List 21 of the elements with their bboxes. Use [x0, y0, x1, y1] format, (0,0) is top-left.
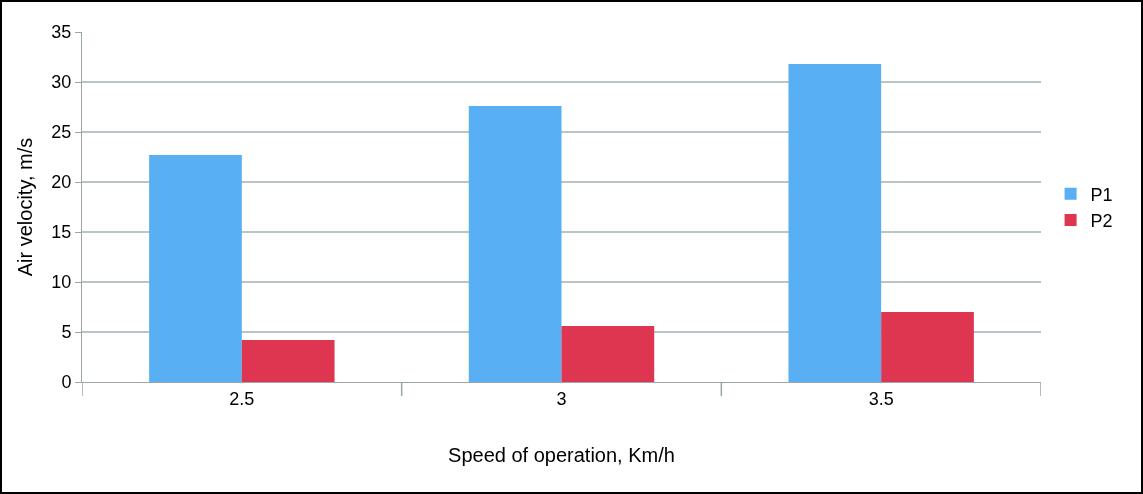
bar — [468, 106, 562, 382]
y-tick-label: 5 — [61, 322, 72, 343]
bar — [149, 155, 242, 382]
y-axis-title: Air velocity, m/s — [14, 137, 36, 277]
legend-label: P1 — [1090, 184, 1113, 205]
bar — [241, 340, 335, 382]
x-axis-title: Speed of operation, Km/h — [448, 444, 675, 467]
y-tick-label: 0 — [61, 372, 72, 393]
y-tick-label: 35 — [51, 22, 72, 43]
bar — [881, 312, 974, 382]
y-tick-label: 15 — [51, 222, 72, 243]
x-tick-label: 3.5 — [868, 388, 894, 409]
x-tick-label: 2.5 — [229, 388, 255, 409]
y-tick-label: 20 — [51, 172, 72, 193]
bar — [561, 326, 655, 382]
x-tick-label: 3 — [556, 388, 567, 409]
y-tick-label: 30 — [51, 72, 72, 93]
y-tick-label: 25 — [51, 122, 72, 143]
bar — [788, 64, 882, 382]
y-tick-label: 10 — [51, 272, 72, 293]
legend-label: P2 — [1090, 211, 1113, 232]
